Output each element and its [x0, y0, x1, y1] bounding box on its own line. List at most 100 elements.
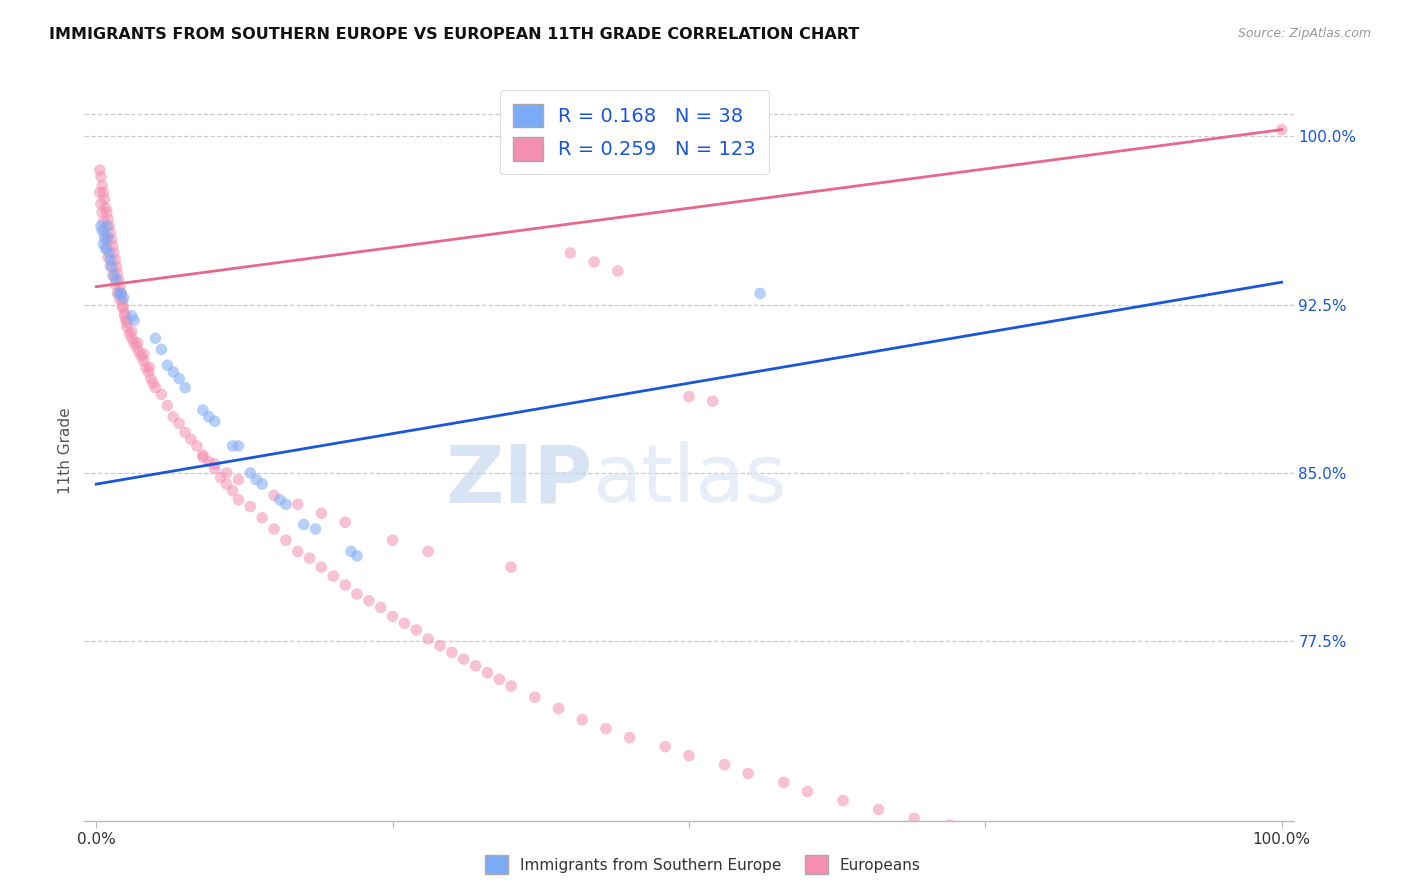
Point: [91, 178, 114, 193]
Point: [98, 246, 121, 260]
Point: [209, 470, 232, 484]
Point: [94, 242, 117, 256]
Point: [127, 335, 149, 350]
Point: [138, 365, 160, 379]
Point: [340, 544, 363, 558]
Y-axis label: 11th Grade: 11th Grade: [58, 407, 73, 494]
Point: [606, 264, 628, 278]
Point: [274, 533, 297, 548]
Point: [974, 825, 997, 839]
Point: [111, 300, 134, 314]
Point: [121, 325, 143, 339]
Point: [107, 286, 129, 301]
Point: [796, 784, 818, 798]
Point: [115, 320, 138, 334]
Point: [132, 347, 155, 361]
Point: [228, 439, 250, 453]
Text: IMMIGRANTS FROM SOUTHERN EUROPE VS EUROPEAN 11TH GRADE CORRELATION CHART: IMMIGRANTS FROM SOUTHERN EUROPE VS EUROP…: [49, 27, 859, 42]
Point: [1199, 867, 1222, 881]
Point: [381, 609, 404, 624]
Legend: R = 0.168   N = 38, R = 0.259   N = 123: R = 0.168 N = 38, R = 0.259 N = 123: [499, 90, 769, 175]
Point: [501, 679, 523, 693]
Point: [868, 802, 890, 816]
Point: [162, 365, 184, 379]
Point: [94, 233, 117, 247]
Point: [737, 766, 759, 780]
Point: [150, 387, 173, 401]
Point: [191, 448, 214, 462]
Point: [440, 645, 463, 659]
Point: [108, 279, 131, 293]
Point: [104, 277, 127, 292]
Point: [156, 399, 179, 413]
Point: [129, 349, 152, 363]
Point: [239, 500, 262, 514]
Point: [269, 492, 291, 507]
Point: [104, 252, 127, 267]
Point: [429, 639, 451, 653]
Point: [215, 466, 238, 480]
Point: [89, 163, 111, 178]
Point: [772, 775, 794, 789]
Point: [547, 701, 569, 715]
Point: [418, 632, 440, 646]
Point: [121, 309, 143, 323]
Point: [96, 205, 118, 219]
Point: [135, 360, 157, 375]
Point: [107, 286, 129, 301]
Point: [1010, 831, 1032, 846]
Point: [381, 533, 404, 548]
Point: [903, 811, 925, 825]
Text: ZIP: ZIP: [444, 441, 592, 519]
Point: [654, 739, 676, 754]
Point: [112, 300, 135, 314]
Point: [713, 757, 735, 772]
Point: [115, 316, 138, 330]
Point: [245, 473, 267, 487]
Point: [115, 313, 138, 327]
Point: [418, 544, 440, 558]
Point: [167, 417, 190, 431]
Point: [488, 673, 510, 687]
Point: [89, 186, 111, 200]
Point: [501, 560, 523, 574]
Point: [103, 268, 125, 283]
Point: [91, 186, 114, 200]
Point: [145, 331, 167, 345]
Point: [215, 477, 238, 491]
Point: [287, 497, 309, 511]
Point: [292, 517, 315, 532]
Point: [311, 506, 333, 520]
Point: [122, 313, 145, 327]
Point: [90, 169, 112, 184]
Point: [174, 381, 197, 395]
Point: [357, 594, 380, 608]
Point: [204, 461, 226, 475]
Point: [180, 432, 202, 446]
Point: [221, 483, 243, 498]
Point: [523, 690, 546, 705]
Point: [101, 239, 124, 253]
Point: [304, 522, 326, 536]
Point: [90, 219, 112, 233]
Point: [583, 255, 606, 269]
Point: [370, 600, 392, 615]
Point: [198, 409, 221, 424]
Point: [96, 219, 118, 233]
Point: [145, 381, 167, 395]
Point: [405, 623, 427, 637]
Point: [105, 260, 128, 274]
Point: [678, 748, 700, 763]
Text: atlas: atlas: [592, 441, 786, 519]
Point: [1092, 847, 1115, 862]
Point: [250, 510, 273, 524]
Point: [477, 665, 499, 680]
Point: [619, 731, 641, 745]
Point: [346, 549, 368, 563]
Point: [125, 340, 148, 354]
Point: [100, 233, 122, 247]
Point: [107, 266, 129, 280]
Point: [1128, 854, 1150, 868]
Point: [228, 473, 250, 487]
Point: [560, 246, 582, 260]
